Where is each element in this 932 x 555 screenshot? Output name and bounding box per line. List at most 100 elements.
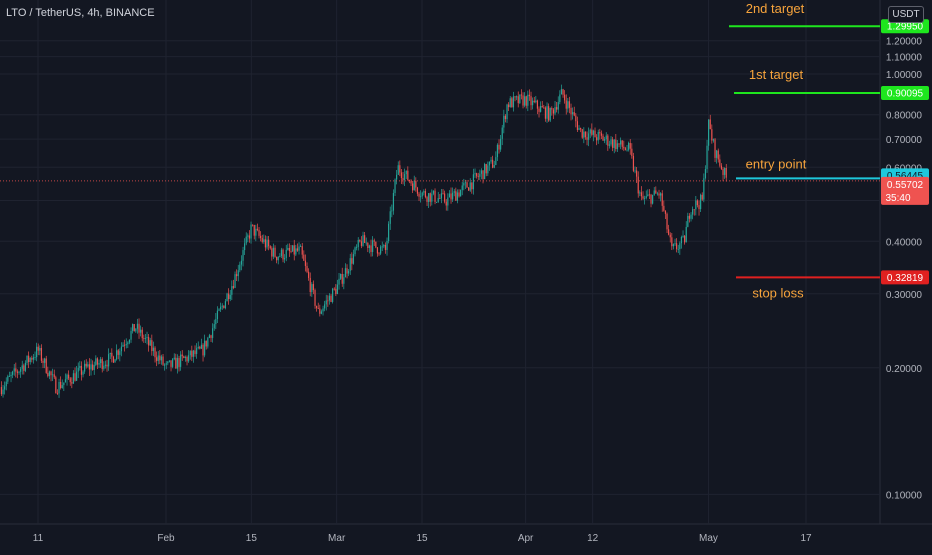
candle-body [60, 381, 62, 389]
candle-body [591, 129, 593, 135]
candle-body [205, 340, 207, 347]
candle-body [719, 159, 721, 166]
price-axis[interactable]: 0.100000.200000.300000.400000.500000.600… [886, 37, 923, 502]
candle-body [375, 241, 377, 248]
candle-body [18, 371, 20, 373]
candle-body [13, 368, 15, 372]
candle-body [370, 245, 372, 252]
candle-body [317, 307, 319, 309]
candle-body [232, 286, 235, 288]
candle-body [554, 107, 556, 114]
candle-body [2, 389, 4, 395]
candle-body [421, 192, 423, 197]
candle-body [688, 215, 691, 219]
candle-body [474, 173, 476, 175]
time-tick-label: 17 [800, 533, 812, 544]
candle-body [600, 133, 603, 136]
stop-loss-label: stop loss [752, 285, 804, 300]
candle-body [152, 347, 155, 352]
candle-body [586, 137, 588, 140]
candle-body [124, 344, 126, 346]
candle-body [712, 139, 715, 141]
candle-body [293, 245, 295, 255]
price-tick-label: 1.10000 [886, 53, 923, 64]
candle-body [714, 139, 716, 158]
candle-body [380, 246, 382, 254]
candle-body [239, 264, 241, 271]
candle-body [26, 355, 28, 363]
candle-body [72, 373, 75, 384]
candle-body [522, 95, 524, 106]
candle-body [165, 363, 167, 365]
candle-body [247, 235, 249, 237]
candle-body [516, 96, 518, 98]
candle-body [125, 344, 127, 346]
candle-body [716, 150, 718, 158]
1st-target-price-tag [881, 86, 929, 101]
time-axis[interactable]: 11 Feb 15 Mar 15 Apr 12 May 17 [33, 533, 812, 544]
candle-body [108, 354, 110, 367]
candle-body [330, 295, 332, 302]
candle-body [615, 139, 617, 150]
candle-body [16, 371, 19, 373]
candle-body [720, 165, 723, 169]
candle-body [45, 358, 47, 373]
candle-body [255, 228, 257, 236]
candle-body [39, 347, 41, 351]
candle-body [701, 194, 703, 200]
candle-body [437, 198, 439, 202]
candle-body [178, 358, 180, 367]
candle-body [287, 248, 289, 250]
candle-body [472, 174, 475, 190]
candle-body [159, 355, 161, 361]
candle-body [199, 346, 201, 349]
candle-body [448, 193, 451, 198]
candle-body [103, 365, 105, 369]
candle-body [143, 338, 145, 339]
candle-body [93, 365, 95, 370]
candle-body [634, 170, 636, 172]
candle-body [188, 355, 190, 362]
candle-body [444, 193, 446, 202]
candle-body [157, 355, 159, 361]
candle-body [4, 386, 6, 390]
candle-body [559, 94, 561, 103]
candle-body [10, 374, 12, 377]
candle-body [333, 288, 335, 290]
currency-button[interactable]: USDT [888, 6, 924, 23]
candle-body [391, 210, 393, 212]
candle-body [50, 371, 52, 376]
candle-body [664, 210, 667, 214]
candle-body [90, 364, 92, 370]
candle-body [74, 373, 76, 381]
candle-body [319, 308, 321, 314]
candle-body [636, 170, 638, 177]
candle-body [312, 284, 315, 291]
candle-body [541, 106, 543, 108]
candle-body [268, 239, 270, 247]
candle-body [570, 107, 572, 115]
candle-body [480, 170, 483, 174]
candle-body [269, 246, 271, 249]
candle-body [336, 284, 339, 295]
candle-body [77, 367, 79, 372]
candle-body [365, 242, 367, 244]
candle-body [389, 211, 391, 224]
candle-body [360, 241, 363, 246]
candle-body [106, 364, 108, 367]
candle-body [544, 107, 547, 119]
candle-body [618, 143, 620, 145]
candle-body [242, 250, 244, 261]
level-lines: 2nd target 1st target entry point stop loss [0, 1, 880, 300]
candle-body [709, 119, 711, 130]
stop-loss-price-tag-text: 0.32819 [887, 273, 924, 284]
candle-body [652, 194, 654, 204]
candle-body [695, 200, 697, 210]
candle-body [191, 350, 193, 357]
candle-body [629, 142, 631, 149]
candle-body [117, 350, 119, 355]
candle-body [69, 378, 71, 383]
symbol-title: LTO / TetherUS, 4h, BINANCE [6, 7, 155, 19]
